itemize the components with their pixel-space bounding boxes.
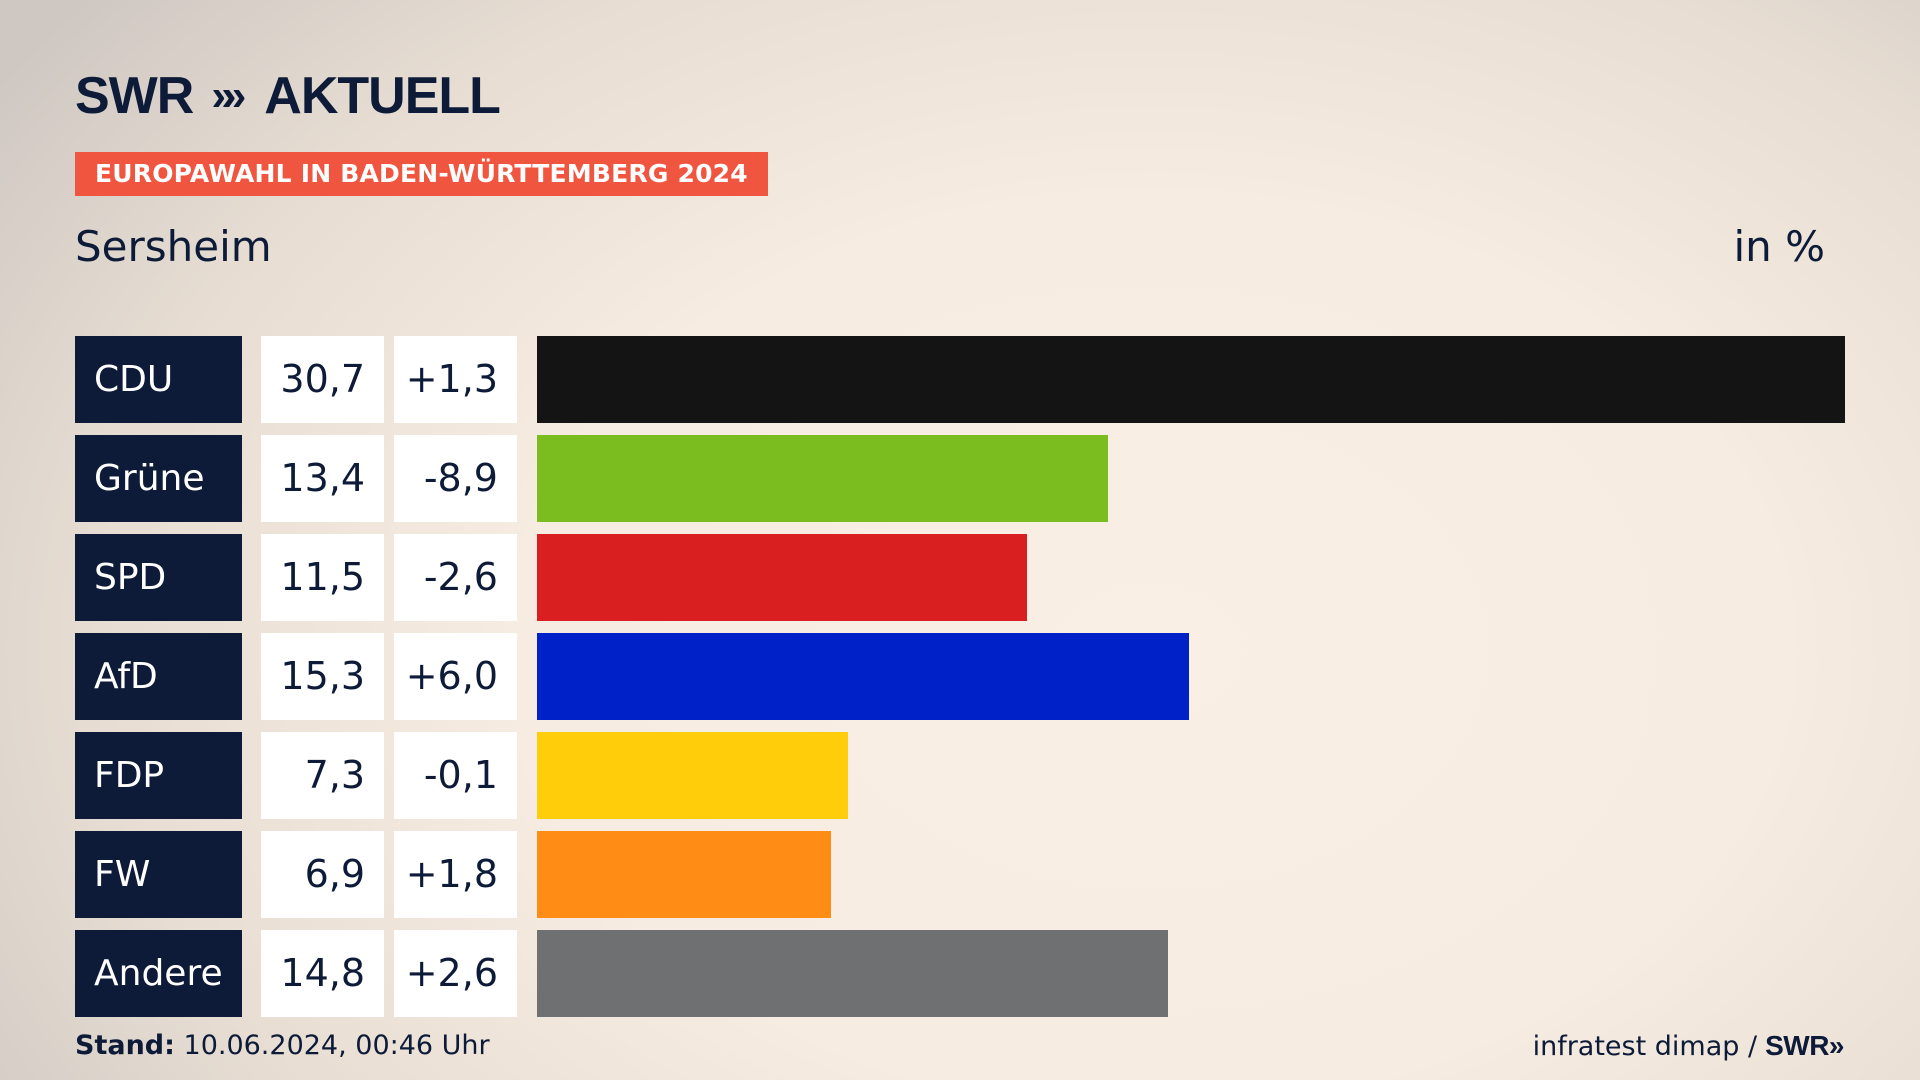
source-credit: infratest dimap / SWR» [1532,1030,1845,1062]
unit-label: in % [1733,222,1825,271]
brand-product: AKTUELL [264,67,501,125]
result-row-afd: AfD 15,3 +6,0 [75,633,1845,720]
timestamp: Stand: 10.06.2024, 00:46 Uhr [75,1030,490,1061]
bar-grüne [537,435,1108,522]
result-row-andere: Andere 14,8 +2,6 [75,930,1845,1017]
bar-fdp [537,732,848,819]
change-label: +6,0 [394,633,517,720]
vote-share-label: 11,5 [261,534,384,621]
vote-share-label: 6,9 [261,831,384,918]
swr-aktuell-logo: SWR »» AKTUELL [75,66,501,126]
result-row-grüne: Grüne 13,4 -8,9 [75,435,1845,522]
brand-name: SWR [75,67,194,125]
vote-share-label: 30,7 [261,336,384,423]
bar-andere [537,930,1168,1017]
change-label: -0,1 [394,732,517,819]
change-label: +2,6 [394,930,517,1017]
change-label: +1,3 [394,336,517,423]
source-text: infratest dimap / [1532,1030,1758,1062]
result-row-spd: SPD 11,5 -2,6 [75,534,1845,621]
party-label: AfD [75,633,242,720]
result-row-fdp: FDP 7,3 -0,1 [75,732,1845,819]
vote-share-label: 13,4 [261,435,384,522]
party-label: CDU [75,336,242,423]
bar-spd [537,534,1027,621]
brand-chevron-icon: »» [211,71,247,120]
party-label: Grüne [75,435,242,522]
change-label: +1,8 [394,831,517,918]
stand-value: 10.06.2024, 00:46 Uhr [183,1030,490,1061]
vote-share-label: 14,8 [261,930,384,1017]
vote-share-label: 15,3 [261,633,384,720]
result-row-fw: FW 6,9 +1,8 [75,831,1845,918]
stand-label: Stand: [75,1030,175,1061]
party-label: FW [75,831,242,918]
party-label: SPD [75,534,242,621]
bar-fw [537,831,831,918]
result-row-cdu: CDU 30,7 +1,3 [75,336,1845,423]
change-label: -8,9 [394,435,517,522]
party-label: FDP [75,732,242,819]
party-label: Andere [75,930,242,1017]
bar-afd [537,633,1189,720]
place-title: Sersheim [75,222,272,271]
bar-cdu [537,336,1845,423]
election-banner: EUROPAWAHL IN BADEN-WÜRTTEMBERG 2024 [75,152,768,196]
source-brand: SWR» [1765,1030,1844,1061]
vote-share-label: 7,3 [261,732,384,819]
change-label: -2,6 [394,534,517,621]
